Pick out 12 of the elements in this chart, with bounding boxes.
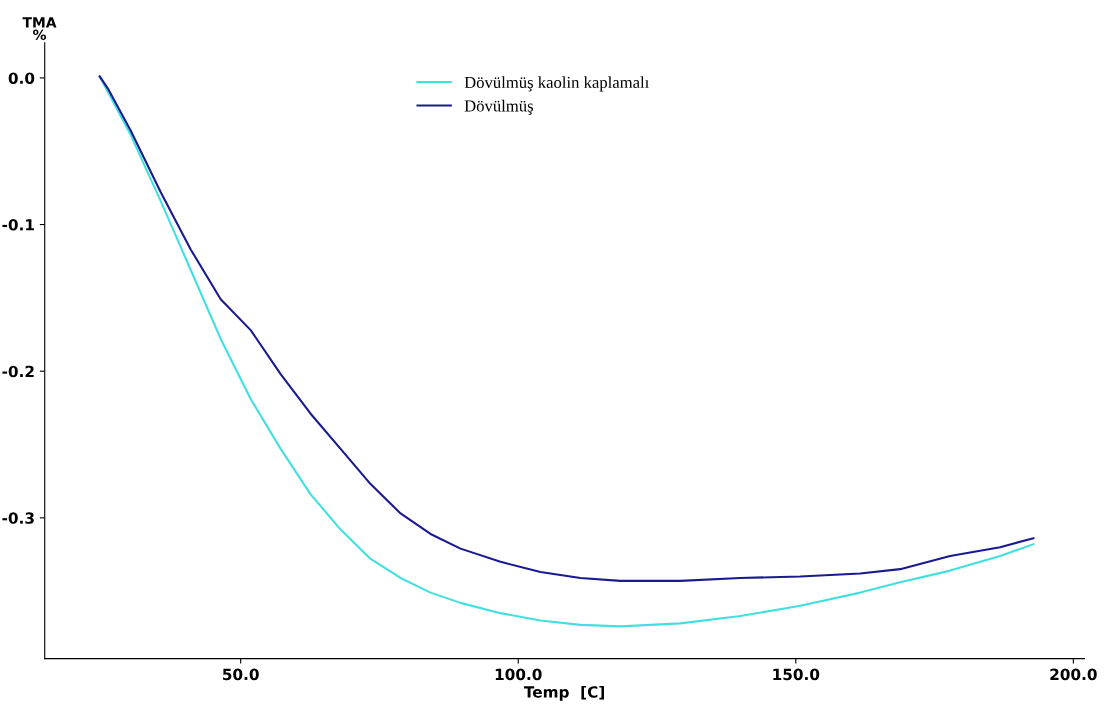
x-tick-label: 100.0 (495, 668, 542, 681)
legend-label: Dövülmüş (464, 99, 533, 115)
legend-label: Dövülmüş kaolin kaplamalı (464, 76, 649, 92)
x-tick-label: 150.0 (773, 668, 820, 681)
x-tick-label: 200.0 (1050, 668, 1097, 681)
x-tick-label: 50.0 (223, 668, 259, 681)
y-tick-label: 0.0 (8, 72, 35, 84)
y-tick-label: -0.2 (2, 365, 34, 378)
y-tick-label: -0.1 (2, 219, 34, 231)
x-axis-title: Temp [C] (523, 685, 604, 701)
y-tick-label: -0.3 (2, 512, 34, 524)
y-axis-title: TMA % (22, 17, 57, 41)
